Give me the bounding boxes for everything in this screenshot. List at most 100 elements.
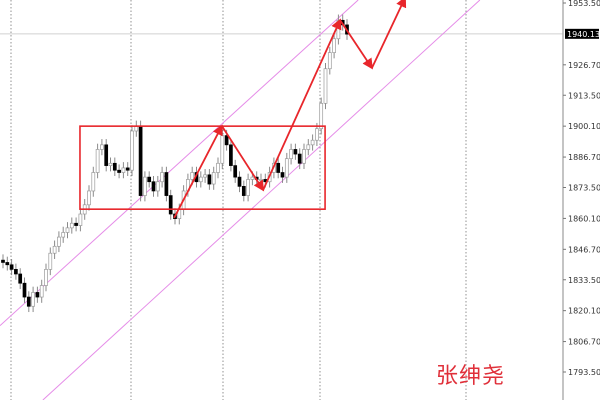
candle xyxy=(280,166,285,183)
candle-body xyxy=(310,139,315,146)
candle xyxy=(297,148,302,170)
y-tick-label: 1953.50 xyxy=(568,0,600,8)
candle xyxy=(44,263,48,292)
candle xyxy=(26,291,31,313)
y-tick-label: 1833.50 xyxy=(568,276,600,285)
candle xyxy=(237,171,242,193)
candle xyxy=(117,164,121,179)
candle-body xyxy=(207,174,212,185)
candle-body xyxy=(246,179,250,196)
candle xyxy=(151,175,156,197)
current-price-label-bg xyxy=(565,28,599,39)
candle-body xyxy=(198,176,203,183)
candle-body xyxy=(216,162,220,173)
candle xyxy=(293,143,298,160)
candle-body xyxy=(241,185,246,196)
candle xyxy=(78,208,83,232)
candle xyxy=(91,166,96,197)
candle xyxy=(203,169,207,183)
candle xyxy=(302,143,306,170)
range-rectangle xyxy=(79,125,326,210)
candle-body xyxy=(121,167,126,173)
candle-body xyxy=(61,232,66,238)
candle-body xyxy=(233,165,238,178)
candle xyxy=(143,171,147,202)
candle-body xyxy=(323,68,328,104)
candle xyxy=(108,157,113,172)
candle-body xyxy=(297,153,302,164)
candle xyxy=(52,240,57,259)
candle xyxy=(35,286,40,303)
candle xyxy=(125,162,130,176)
candle-body xyxy=(289,149,293,160)
candle-body xyxy=(57,236,61,247)
candle xyxy=(233,159,238,183)
candle xyxy=(211,166,216,190)
candle xyxy=(134,120,139,137)
candle-body xyxy=(78,213,83,226)
candle xyxy=(332,32,336,59)
candle-body xyxy=(112,162,117,171)
candle xyxy=(65,222,70,239)
candle-body xyxy=(220,135,225,164)
candle xyxy=(164,166,169,202)
candle xyxy=(87,185,91,211)
y-tick-label: 1926.70 xyxy=(568,61,600,70)
candle xyxy=(220,129,225,170)
candle-body xyxy=(306,144,311,150)
candle-body xyxy=(280,172,285,178)
candle-body xyxy=(147,176,152,183)
candle-body xyxy=(211,172,216,185)
watermark-text: 张绅尧 xyxy=(436,364,506,389)
candle xyxy=(112,157,117,176)
candle-body xyxy=(14,269,18,275)
candle-body xyxy=(229,144,233,166)
y-tick-label: 1873.50 xyxy=(568,184,600,193)
y-tick-label: 1886.70 xyxy=(568,153,600,162)
candle-body xyxy=(100,144,104,150)
candle-body xyxy=(35,292,40,298)
candle-body xyxy=(237,176,242,187)
candle-body xyxy=(104,144,109,166)
candle-body xyxy=(5,262,10,266)
candle-body xyxy=(74,222,78,226)
candle xyxy=(155,175,160,197)
candle xyxy=(74,217,78,232)
y-tick-label: 1860.10 xyxy=(568,214,600,223)
candle-body xyxy=(95,149,100,173)
candle-body xyxy=(48,252,53,270)
candle xyxy=(207,169,212,190)
candle xyxy=(61,226,66,243)
candle xyxy=(289,143,293,165)
candle-body xyxy=(160,172,164,183)
zigzag-arrow xyxy=(339,19,373,70)
candle-body xyxy=(108,162,113,166)
candle-body xyxy=(284,158,289,178)
candle xyxy=(229,139,233,172)
candle xyxy=(39,279,44,303)
candle xyxy=(246,173,250,202)
candle-body xyxy=(143,176,147,196)
candle xyxy=(198,171,203,188)
candle-body xyxy=(134,126,139,132)
candle xyxy=(100,139,104,156)
candle xyxy=(121,162,126,179)
y-tick-label: 1793.50 xyxy=(568,368,600,377)
candle-body xyxy=(164,172,169,196)
price-axis-bg xyxy=(563,0,600,400)
candle-body xyxy=(190,172,195,180)
candle-body xyxy=(117,169,121,173)
candle-body xyxy=(87,190,91,206)
y-tick-label: 1806.70 xyxy=(568,338,600,347)
candle-body xyxy=(151,181,156,192)
candle xyxy=(327,46,332,75)
candle xyxy=(31,286,35,313)
candle xyxy=(95,143,100,179)
y-tick-label: 1913.50 xyxy=(568,91,600,100)
candle xyxy=(306,139,311,156)
zigzag-arrow xyxy=(221,125,265,192)
candle xyxy=(138,120,143,202)
candle-body xyxy=(26,296,31,307)
candle-body xyxy=(9,264,14,270)
